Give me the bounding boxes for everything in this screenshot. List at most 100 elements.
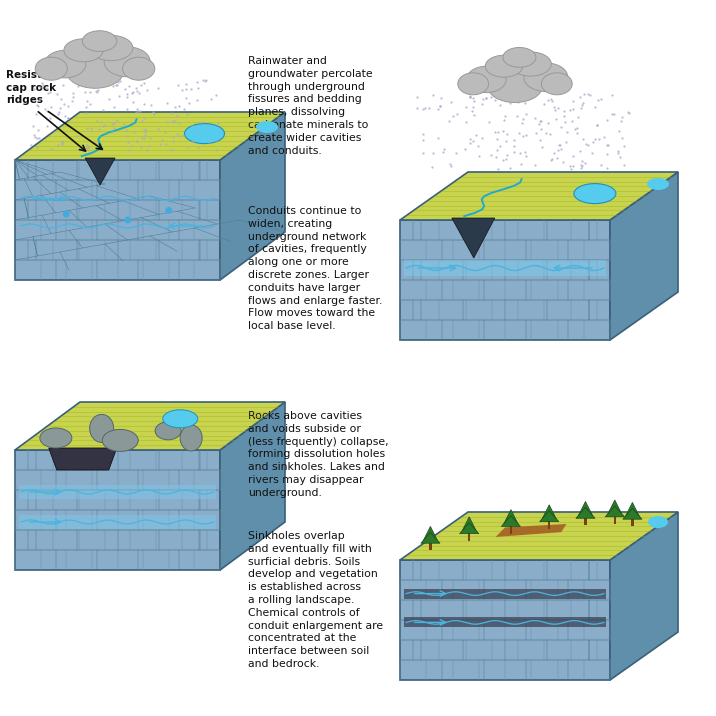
Point (165, 107, 177, 119)
Ellipse shape (105, 47, 150, 77)
Bar (404, 260, 606, 276)
Point (465, 92, 476, 103)
Polygon shape (462, 517, 476, 531)
Point (451, 108, 463, 120)
Point (108, 117, 120, 129)
Point (543, 94, 554, 105)
Point (411, 102, 422, 114)
Ellipse shape (510, 52, 551, 76)
Point (200, 74, 211, 85)
Point (210, 144, 221, 155)
Point (167, 135, 178, 147)
Point (67, 91, 79, 102)
Point (417, 128, 428, 140)
Point (175, 130, 186, 142)
Point (97, 142, 108, 154)
Point (567, 160, 579, 171)
Point (39, 104, 51, 115)
Polygon shape (625, 503, 639, 517)
Point (435, 100, 446, 112)
Point (66, 95, 77, 106)
Point (56, 94, 67, 105)
Point (114, 90, 125, 102)
Point (191, 95, 203, 106)
Point (89, 137, 100, 148)
Point (97, 120, 109, 132)
Point (491, 133, 503, 145)
Point (42, 105, 53, 117)
Point (534, 116, 546, 127)
Point (180, 79, 191, 90)
Point (32, 100, 44, 112)
Point (139, 130, 150, 141)
Point (198, 120, 210, 131)
Point (72, 130, 83, 142)
Point (521, 108, 532, 120)
Point (411, 91, 422, 102)
Point (176, 84, 188, 95)
Point (155, 138, 166, 150)
Ellipse shape (541, 73, 572, 95)
Polygon shape (220, 402, 285, 570)
Point (141, 145, 153, 156)
Point (583, 140, 594, 151)
Point (500, 135, 512, 147)
Ellipse shape (647, 178, 669, 190)
Point (576, 103, 587, 115)
Bar (404, 617, 606, 627)
Point (608, 108, 619, 120)
Point (27, 120, 39, 132)
Point (91, 86, 102, 97)
Point (33, 132, 44, 143)
Point (576, 99, 588, 110)
Point (573, 112, 584, 123)
Ellipse shape (524, 63, 568, 92)
Point (615, 116, 626, 127)
Point (140, 126, 151, 137)
Point (108, 102, 120, 113)
Point (594, 133, 605, 145)
Polygon shape (608, 500, 622, 514)
Point (62, 112, 73, 123)
Point (568, 150, 579, 162)
Ellipse shape (44, 50, 86, 78)
Point (616, 132, 627, 143)
Point (62, 112, 74, 123)
Point (193, 141, 204, 153)
Point (556, 143, 567, 155)
Text: Resistant
cap rock
ridges: Resistant cap rock ridges (6, 70, 62, 105)
Point (135, 79, 147, 91)
Point (478, 93, 489, 105)
Point (167, 144, 178, 155)
Point (58, 79, 69, 90)
Point (619, 140, 630, 151)
Point (203, 136, 215, 147)
Point (558, 157, 569, 168)
Point (552, 145, 563, 156)
Point (80, 107, 92, 119)
Point (82, 96, 93, 107)
Point (450, 147, 462, 159)
Point (80, 143, 92, 155)
Point (160, 138, 172, 150)
Point (138, 98, 150, 110)
Point (191, 125, 203, 137)
Polygon shape (15, 402, 285, 450)
Ellipse shape (90, 415, 114, 442)
Point (508, 140, 520, 152)
Point (591, 119, 602, 130)
Point (566, 115, 578, 127)
Point (483, 117, 495, 128)
Point (32, 125, 44, 136)
Point (516, 117, 528, 129)
Point (558, 110, 569, 122)
Point (137, 115, 148, 127)
Point (70, 76, 82, 87)
Point (468, 110, 480, 121)
Point (52, 108, 64, 120)
Point (200, 75, 211, 87)
Point (56, 136, 67, 147)
Point (460, 102, 472, 113)
Polygon shape (15, 160, 220, 280)
Point (118, 118, 130, 130)
